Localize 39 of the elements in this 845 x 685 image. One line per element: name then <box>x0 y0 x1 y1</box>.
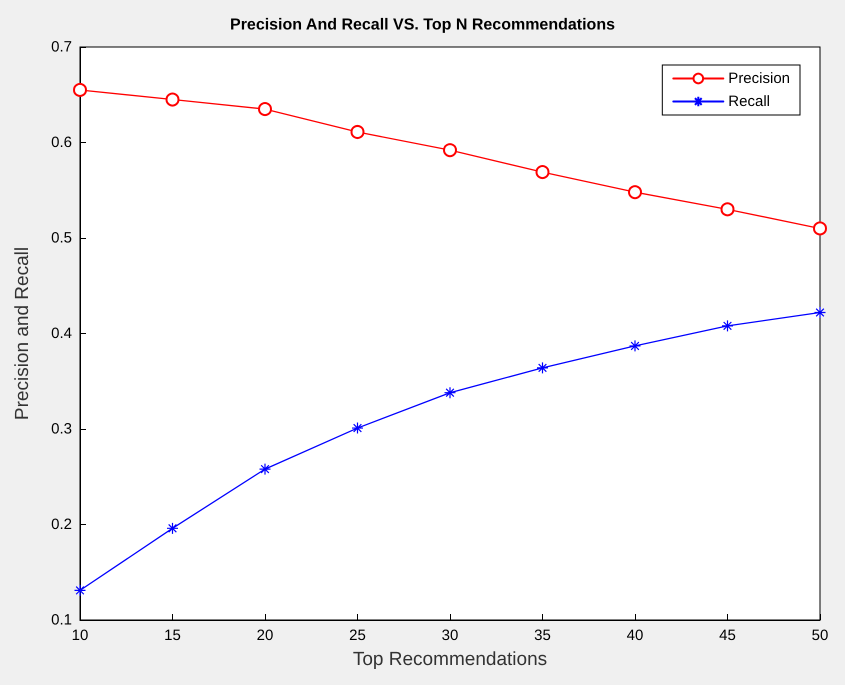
point <box>628 185 642 200</box>
point <box>813 221 827 236</box>
point <box>351 422 364 434</box>
y-axis-title: Precision and Recall <box>12 246 33 420</box>
legend-label: Recall <box>728 93 770 110</box>
y-tick-label: 0.4 <box>51 325 72 342</box>
point <box>721 320 734 332</box>
point <box>74 584 86 596</box>
y-tick-label: 0.7 <box>51 38 72 56</box>
chart-title: Precision And Recall VS. Top N Recommendations <box>230 16 616 34</box>
point <box>166 522 179 534</box>
x-tick-label: 40 <box>626 627 644 644</box>
point <box>628 340 642 352</box>
point <box>166 92 180 107</box>
y-tick-label: 0.1 <box>51 612 72 628</box>
y-tick-label: 0.6 <box>51 134 72 151</box>
x-tick-label: 10 <box>72 627 88 644</box>
y-tick-label: 0.2 <box>51 516 72 533</box>
point <box>258 102 272 116</box>
y-tick-label: 0.3 <box>51 420 72 438</box>
x-tick-label: 15 <box>164 627 181 644</box>
point <box>720 202 734 216</box>
x-tick-label: 20 <box>256 627 274 644</box>
point <box>444 386 456 399</box>
x-tick-label: 35 <box>534 627 551 644</box>
x-axis-title: Top Recommendations <box>352 649 548 670</box>
point <box>73 82 87 97</box>
x-tick-label: 45 <box>719 627 736 644</box>
point <box>536 362 549 374</box>
x-tick-label: 50 <box>812 627 828 644</box>
y-tick-label: 0.5 <box>51 230 72 246</box>
x-tick-label: 30 <box>442 627 458 644</box>
point <box>814 306 826 319</box>
point <box>350 125 364 139</box>
point <box>536 165 550 180</box>
x-tick-label: 25 <box>349 627 366 644</box>
legend-label: Precision <box>728 70 790 87</box>
point <box>258 463 272 476</box>
point <box>443 143 457 158</box>
